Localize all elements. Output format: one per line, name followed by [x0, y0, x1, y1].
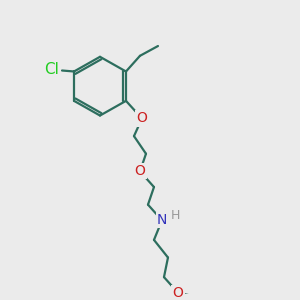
Text: O: O	[172, 286, 183, 300]
Text: N: N	[157, 213, 167, 227]
Text: O: O	[134, 164, 146, 178]
Text: H: H	[171, 209, 180, 222]
Text: Cl: Cl	[45, 62, 59, 77]
Text: O: O	[136, 112, 147, 125]
